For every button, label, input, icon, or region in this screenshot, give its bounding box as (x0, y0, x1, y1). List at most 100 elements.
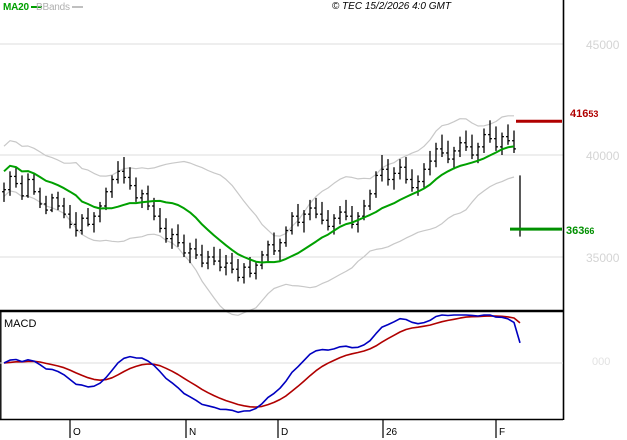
ohlc-bar (278, 238, 282, 262)
ohlc-bar (326, 210, 330, 231)
ohlc-bar (212, 246, 216, 266)
x-axis-tick-label: D (281, 427, 289, 438)
x-axis-tick-label: 26 (386, 427, 398, 438)
ohlc-bar (296, 203, 300, 227)
macd-lines (3, 314, 521, 414)
ohlc-bar (92, 212, 96, 233)
price-marker-green-whole: 363 (566, 225, 585, 237)
ohlc-bar (260, 250, 264, 270)
ohlc-bar (230, 252, 234, 274)
legend-bbands-label: BBands (36, 2, 70, 13)
y-axis-label-45000: 45000 (586, 38, 620, 52)
macd-panel-label: MACD (4, 318, 37, 330)
ohlc-bar (104, 187, 108, 211)
price-marker-green-frac: 66 (584, 226, 595, 236)
x-axis-tick-label: N (189, 427, 197, 438)
ohlc-bar (314, 197, 318, 219)
legend-ma20-label: MA20 (3, 2, 29, 13)
ohlc-bar (158, 208, 162, 233)
ohlc-bar (98, 201, 102, 223)
ohlc-bar (518, 175, 522, 237)
ohlc-bar (200, 244, 204, 268)
ohlc-bar (386, 159, 390, 186)
ohlc-bar (254, 261, 258, 280)
legend-ma20[interactable]: MA20 (3, 2, 42, 14)
ohlc-bar (284, 226, 288, 247)
ohlc-bar (74, 212, 78, 237)
price-marker-lines (510, 119, 562, 231)
x-axis-tick-label: F (499, 427, 506, 438)
ohlc-bar (20, 175, 24, 200)
ohlc-bar (194, 238, 198, 260)
ohlc-bars (2, 120, 522, 284)
ohlc-bar (266, 240, 270, 262)
ohlc-bar (374, 171, 378, 198)
ohlc-bar (380, 155, 384, 182)
macd-line (3, 314, 521, 414)
ohlc-bar (494, 126, 498, 151)
ohlc-bar (80, 214, 84, 235)
price-marker-red-whole: 416 (570, 108, 589, 120)
ohlc-bar (218, 248, 222, 272)
ohlc-bar (290, 212, 294, 235)
ohlc-bar (86, 208, 90, 227)
ohlc-bar (26, 173, 30, 198)
ohlc-bar (188, 242, 192, 264)
macd-signal-line (3, 315, 521, 408)
ohlc-bar (440, 134, 444, 158)
ohlc-bar (392, 167, 396, 190)
price-gridlines (0, 0, 565, 420)
ohlc-bar (50, 193, 54, 213)
ohlc-bar (500, 132, 504, 155)
price-marker-label-red: 41653 (570, 108, 598, 120)
ohlc-bar (146, 185, 150, 211)
copyright-timestamp: © TEC 15/2/2026 4:0 GMT (331, 1, 451, 12)
legend-ma20-dash (30, 5, 42, 8)
ohlc-bar (356, 212, 360, 233)
ohlc-bar (164, 218, 168, 243)
ohlc-bar (506, 124, 510, 145)
ohlc-bar (452, 146, 456, 170)
ohlc-bar (512, 130, 516, 153)
ohlc-bar (350, 206, 354, 229)
ohlc-bar (410, 169, 414, 192)
bollinger-upper-band (3, 115, 514, 237)
ohlc-bar (8, 171, 12, 196)
ohlc-bar (2, 182, 6, 202)
ohlc-bar (398, 159, 402, 180)
ohlc-bar (488, 120, 492, 143)
x-axis-tick-label: O (73, 427, 81, 438)
ohlc-bar (38, 187, 42, 209)
ohlc-bar (176, 224, 180, 247)
price-marker-red-frac: 53 (588, 109, 599, 119)
ohlc-bar (320, 201, 324, 225)
y-axis-label-35000: 35000 (586, 251, 620, 265)
ohlc-bar (116, 161, 120, 184)
macd-panel-frame (0, 309, 563, 421)
ohlc-bar (242, 263, 246, 284)
bollinger-lower-band (3, 176, 515, 316)
ohlc-bar (134, 177, 138, 202)
ohlc-bar (422, 163, 426, 188)
ohlc-bar (122, 157, 126, 184)
ohlc-bar (128, 167, 132, 190)
ohlc-bar (206, 250, 210, 270)
ohlc-bar (62, 197, 66, 219)
ohlc-bar (428, 150, 432, 176)
y-axis-label-40000: 40000 (586, 149, 620, 163)
legend-bbands-dash (71, 5, 83, 8)
ohlc-bar (464, 130, 468, 151)
ohlc-bar (140, 189, 144, 209)
ohlc-bar (308, 199, 312, 221)
ohlc-bar (272, 232, 276, 255)
ohlc-bar (56, 191, 60, 211)
legend-bbands[interactable]: BBands (36, 2, 83, 14)
ohlc-bar (446, 140, 450, 164)
ohlc-bar (170, 228, 174, 249)
macd-zero-axis-label: 000 (592, 356, 611, 368)
ma20-line (3, 145, 515, 264)
ohlc-bar (458, 136, 462, 158)
ohlc-bar (224, 254, 228, 276)
ohlc-bar (338, 206, 342, 225)
